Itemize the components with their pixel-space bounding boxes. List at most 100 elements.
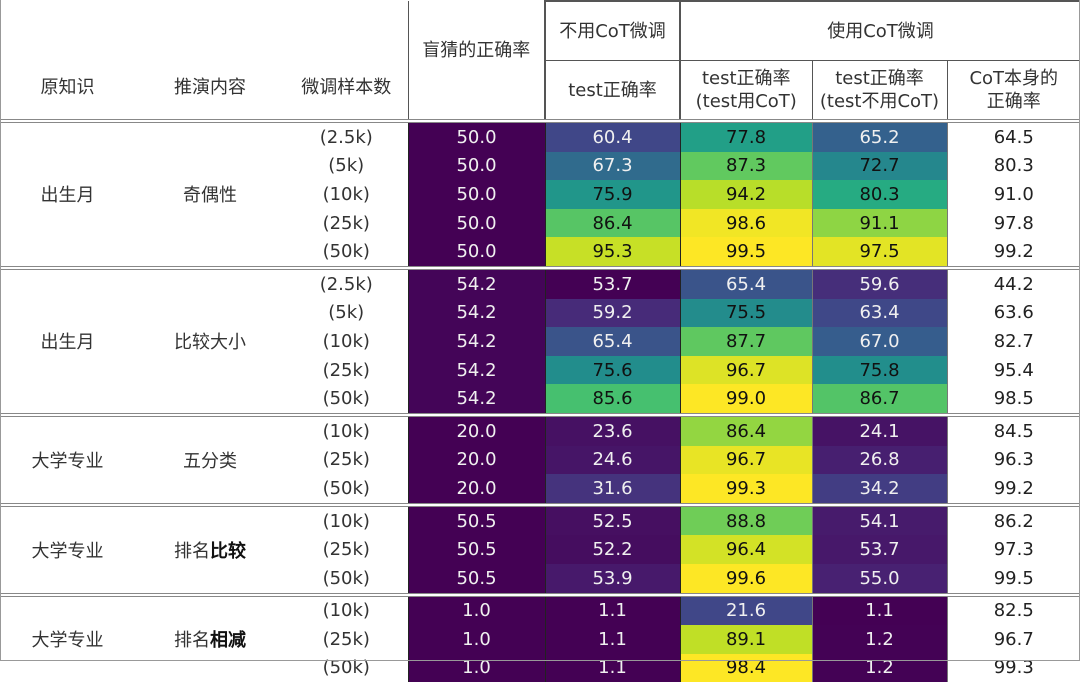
heatmap-cell: 86.7 (812, 384, 947, 415)
cot-accuracy-cell: 96.3 (947, 446, 1080, 475)
header-blind-guess: 盲猜的正确率 (408, 1, 545, 121)
heatmap-cell: 54.2 (408, 356, 545, 385)
sample-size: (10k) (285, 180, 408, 209)
sample-size: (5k) (285, 152, 408, 181)
header-original-knowledge: 原知识 (0, 1, 135, 121)
header-no-cot-group: 不用CoT微调 (545, 1, 680, 61)
cot-accuracy-cell: 95.4 (947, 356, 1080, 385)
heatmap-cell: 1.2 (812, 625, 947, 654)
heatmap-cell: 50.0 (408, 209, 545, 238)
task-label-bold-part: 比较 (210, 541, 246, 562)
heatmap-cell: 1.1 (545, 625, 680, 654)
heatmap-cell: 80.3 (812, 180, 947, 209)
heatmap-cell: 21.6 (680, 595, 812, 626)
heatmap-cell: 65.4 (545, 327, 680, 356)
heatmap-cell: 67.3 (545, 152, 680, 181)
cot-accuracy-cell: 86.2 (947, 505, 1080, 536)
heatmap-cell: 96.7 (680, 356, 812, 385)
heatmap-cell: 87.3 (680, 152, 812, 181)
heatmap-cell: 97.5 (812, 237, 947, 268)
sample-size: (25k) (285, 535, 408, 564)
sample-size: (25k) (285, 209, 408, 238)
heatmap-cell: 88.8 (680, 505, 812, 536)
heatmap-cell: 20.0 (408, 446, 545, 475)
heatmap-cell: 54.2 (408, 299, 545, 328)
heatmap-cell: 50.0 (408, 180, 545, 209)
heatmap-cell: 85.6 (545, 384, 680, 415)
heatmap-cell: 26.8 (812, 446, 947, 475)
sample-size: (10k) (285, 595, 408, 626)
heatmap-cell: 75.5 (680, 299, 812, 328)
knowledge-label: 大学专业 (0, 595, 135, 682)
sample-size: (25k) (285, 356, 408, 385)
header-line: (test用CoT) (696, 91, 797, 112)
heatmap-cell: 96.4 (680, 535, 812, 564)
cot-accuracy-cell: 64.5 (947, 121, 1080, 152)
heatmap-cell: 72.7 (812, 152, 947, 181)
task-label: 奇偶性 (135, 121, 285, 268)
sample-size: (5k) (285, 299, 408, 328)
heatmap-cell: 63.4 (812, 299, 947, 328)
heatmap-cell: 50.0 (408, 152, 545, 181)
sample-size: (2.5k) (285, 121, 408, 152)
heatmap-cell: 1.1 (812, 595, 947, 626)
heatmap-cell: 59.6 (812, 268, 947, 299)
knowledge-label: 出生月 (0, 268, 135, 415)
knowledge-label: 大学专业 (0, 415, 135, 505)
cot-accuracy-cell: 99.2 (947, 474, 1080, 505)
heatmap-cell: 54.2 (408, 327, 545, 356)
cot-accuracy-cell: 84.5 (947, 415, 1080, 446)
heatmap-cell: 94.2 (680, 180, 812, 209)
header-line: 正确率 (987, 91, 1041, 112)
sample-size: (10k) (285, 415, 408, 446)
sample-size: (50k) (285, 237, 408, 268)
header-line: CoT本身的 (969, 68, 1058, 89)
sample-size: (25k) (285, 625, 408, 654)
heatmap-cell: 50.5 (408, 505, 545, 536)
task-label-part: 五分类 (183, 451, 237, 472)
heatmap-cell: 24.1 (812, 415, 947, 446)
task-label-part: 奇偶性 (183, 185, 237, 206)
cot-accuracy-cell: 63.6 (947, 299, 1080, 328)
sample-size: (25k) (285, 446, 408, 475)
task-label: 比较大小 (135, 268, 285, 415)
cot-accuracy-cell: 97.8 (947, 209, 1080, 238)
heatmap-cell: 75.6 (545, 356, 680, 385)
heatmap-cell: 98.4 (680, 654, 812, 682)
heatmap-cell: 86.4 (680, 415, 812, 446)
heatmap-cell: 1.2 (812, 654, 947, 682)
cot-accuracy-cell: 82.5 (947, 595, 1080, 626)
sample-size: (50k) (285, 654, 408, 682)
heatmap-cell: 65.2 (812, 121, 947, 152)
cot-accuracy-cell: 96.7 (947, 625, 1080, 654)
heatmap-cell: 89.1 (680, 625, 812, 654)
heatmap-cell: 52.2 (545, 535, 680, 564)
heatmap-cell: 24.6 (545, 446, 680, 475)
heatmap-cell: 53.7 (545, 268, 680, 299)
sample-size: (2.5k) (285, 268, 408, 299)
header-cot-group: 使用CoT微调 (680, 1, 1080, 61)
task-label: 五分类 (135, 415, 285, 505)
cot-accuracy-cell: 82.7 (947, 327, 1080, 356)
heatmap-cell: 53.9 (545, 564, 680, 595)
heatmap-cell: 50.0 (408, 121, 545, 152)
heatmap-cell: 98.6 (680, 209, 812, 238)
heatmap-cell: 54.1 (812, 505, 947, 536)
heatmap-cell: 20.0 (408, 415, 545, 446)
header-sample-count: 微调样本数 (285, 1, 408, 121)
heatmap-cell: 1.1 (545, 595, 680, 626)
header-line: test正确率 (835, 68, 924, 89)
heatmap-cell: 77.8 (680, 121, 812, 152)
task-label: 排名相减 (135, 595, 285, 682)
task-label-part: 比较大小 (174, 332, 246, 353)
knowledge-label: 出生月 (0, 121, 135, 268)
heatmap-cell: 91.1 (812, 209, 947, 238)
heatmap-cell: 50.5 (408, 535, 545, 564)
